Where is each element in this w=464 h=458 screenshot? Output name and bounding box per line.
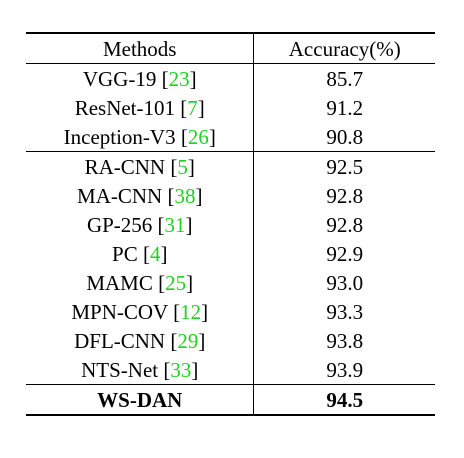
- table-row: MAMC [25] 93.0: [26, 268, 435, 297]
- table-row: DFL-CNN [29] 93.8: [26, 326, 435, 355]
- citation-link[interactable]: 4: [149, 241, 161, 266]
- accuracy-cell: 93.0: [326, 270, 364, 295]
- accuracy-cell: 92.8: [326, 212, 364, 237]
- method-name: MA-CNN: [77, 183, 163, 208]
- method-cell: VGG-19 [23]: [26, 63, 255, 93]
- citation-link[interactable]: 7: [187, 95, 198, 120]
- citation-link[interactable]: 25: [165, 270, 187, 295]
- table-row: MPN-COV [12] 93.3: [26, 297, 435, 326]
- methods-header: Methods: [26, 32, 255, 64]
- proposed-method-row: WS-DAN 94.5: [26, 384, 435, 416]
- accuracy-header: Accuracy(%): [253, 32, 435, 64]
- method-cell: DFL-CNN [29]: [26, 326, 255, 355]
- method-name: VGG-19: [82, 66, 157, 91]
- method-name: GP-256: [86, 212, 153, 237]
- citation-link[interactable]: 12: [180, 299, 202, 324]
- method-cell: MAMC [25]: [26, 268, 255, 297]
- accuracy-cell: 92.5: [326, 154, 364, 179]
- table-row: VGG-19 [23] 85.7: [26, 63, 435, 93]
- method-name: PC: [112, 241, 138, 266]
- method-cell: MA-CNN [38]: [26, 181, 255, 210]
- table-row: PC [4] 92.9: [26, 239, 435, 268]
- accuracy-cell: 91.2: [326, 95, 364, 120]
- citation-link[interactable]: 29: [177, 328, 199, 353]
- method-cell: PC [4]: [26, 239, 255, 268]
- table-row: NTS-Net [33] 93.9: [26, 355, 435, 385]
- citation-link[interactable]: 26: [187, 124, 209, 149]
- method-name: RA-CNN: [84, 154, 166, 179]
- results-table: Methods Accuracy(%) VGG-19 [23] 85.7 Res…: [26, 32, 435, 416]
- header-row: Methods Accuracy(%): [26, 32, 435, 64]
- accuracy-cell: 93.9: [326, 357, 364, 382]
- accuracy-cell: 92.8: [326, 183, 364, 208]
- table-row: RA-CNN [5] 92.5: [26, 151, 435, 181]
- method-name: Inception-V3: [63, 124, 176, 149]
- citation-link[interactable]: 38: [174, 183, 196, 208]
- accuracy-cell: 85.7: [326, 66, 364, 91]
- accuracy-cell: 90.8: [253, 122, 435, 152]
- method-cell: GP-256 [31]: [26, 210, 255, 239]
- method-name: MPN-COV: [71, 299, 168, 324]
- table-row: ResNet-101 [7] 91.2: [26, 93, 435, 122]
- method-name: NTS-Net: [81, 357, 159, 382]
- accuracy-cell: 92.9: [326, 241, 364, 266]
- method-cell: MPN-COV [12]: [26, 297, 255, 326]
- citation-link[interactable]: 33: [170, 357, 192, 382]
- citation-link[interactable]: 23: [168, 66, 190, 91]
- method-cell: RA-CNN [5]: [26, 151, 255, 181]
- table-row: MA-CNN [38] 92.8: [26, 181, 435, 210]
- method-name: ResNet-101: [74, 95, 176, 120]
- method-cell: WS-DAN: [26, 384, 255, 416]
- accuracy-cell: 93.3: [326, 299, 364, 324]
- accuracy-cell: 94.5: [253, 384, 435, 416]
- accuracy-cell: 93.8: [326, 328, 364, 353]
- citation-link[interactable]: 5: [177, 154, 188, 179]
- method-cell: ResNet-101 [7]: [26, 93, 255, 122]
- method-cell: Inception-V3 [26]: [26, 122, 255, 152]
- method-name: MAMC: [86, 270, 153, 295]
- table-row: GP-256 [31] 92.8: [26, 210, 435, 239]
- method-cell: NTS-Net [33]: [26, 355, 255, 385]
- table-row: Inception-V3 [26] 90.8: [26, 122, 435, 152]
- method-name: DFL-CNN: [74, 328, 166, 353]
- citation-link[interactable]: 31: [164, 212, 186, 237]
